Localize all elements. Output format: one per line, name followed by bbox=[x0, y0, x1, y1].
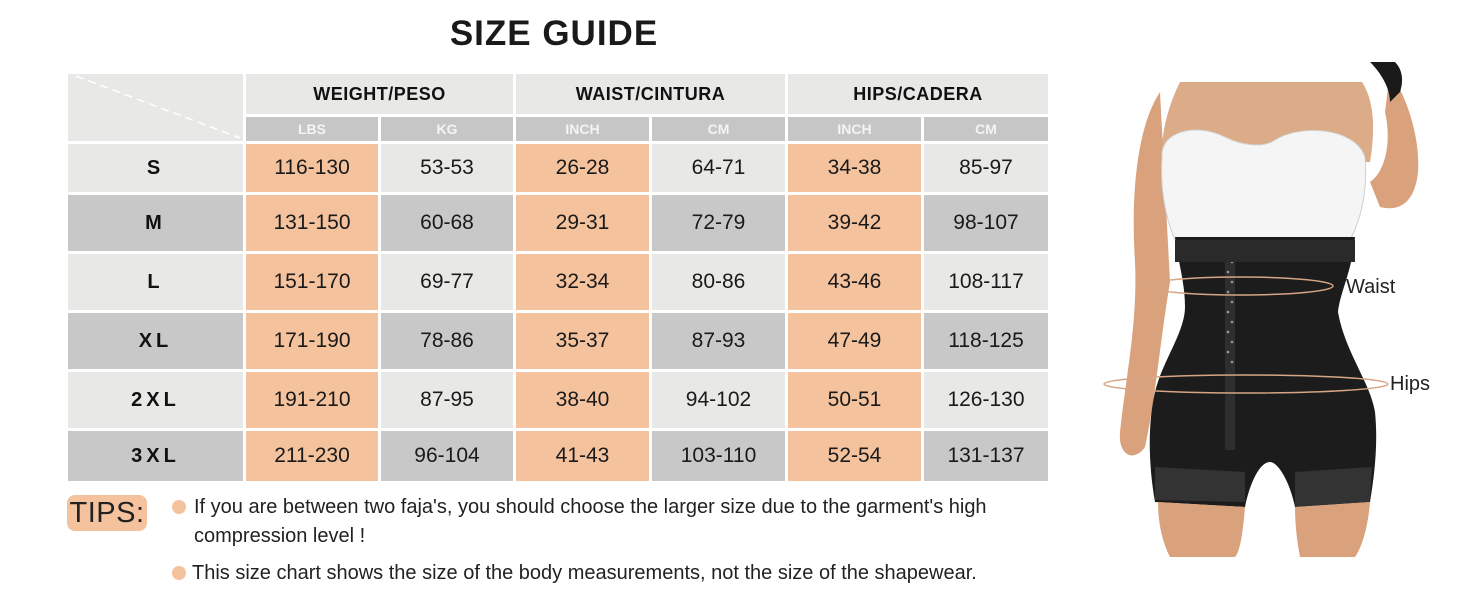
cell-waist-cm: 64-71 bbox=[652, 144, 785, 192]
waist-label: Waist bbox=[1346, 276, 1396, 298]
size-label: 2XL bbox=[68, 372, 243, 428]
cell-waist-inch: 38-40 bbox=[516, 372, 649, 428]
cell-kg: 60-68 bbox=[381, 195, 513, 251]
cell-hips-inch: 52-54 bbox=[788, 431, 921, 481]
diagonal-divider-icon bbox=[75, 75, 241, 139]
unit-waist-cm: CM bbox=[652, 117, 785, 141]
cell-hips-cm: 108-117 bbox=[924, 254, 1048, 310]
size-label: L bbox=[68, 254, 243, 310]
bullet-dot-icon bbox=[172, 500, 186, 514]
size-label: M bbox=[68, 195, 243, 251]
cell-waist-cm: 87-93 bbox=[652, 313, 785, 369]
tip-item: If you are between two faja's, you shoul… bbox=[172, 493, 1052, 551]
shapewear-model-icon bbox=[1103, 62, 1419, 557]
cell-lbs: 116-130 bbox=[246, 144, 378, 192]
header-hips: HIPS/CADERA bbox=[788, 74, 1048, 114]
unit-lbs: LBS bbox=[246, 117, 378, 141]
tip-text: If you are between two faja's, you shoul… bbox=[194, 496, 987, 547]
cell-waist-inch: 41-43 bbox=[516, 431, 649, 481]
bullet-dot-icon bbox=[172, 566, 186, 580]
size-table: WEIGHT/PESO WAIST/CINTURA HIPS/CADERA LB… bbox=[68, 74, 1048, 481]
size-label: 3XL bbox=[68, 431, 243, 481]
cell-waist-cm: 94-102 bbox=[652, 372, 785, 428]
header-waist: WAIST/CINTURA bbox=[516, 74, 785, 114]
cell-waist-cm: 103-110 bbox=[652, 431, 785, 481]
cell-lbs: 151-170 bbox=[246, 254, 378, 310]
cell-kg: 87-95 bbox=[381, 372, 513, 428]
cell-waist-inch: 26-28 bbox=[516, 144, 649, 192]
cell-waist-cm: 72-79 bbox=[652, 195, 785, 251]
header-weight: WEIGHT/PESO bbox=[246, 74, 513, 114]
cell-hips-cm: 118-125 bbox=[924, 313, 1048, 369]
cell-hips-inch: 50-51 bbox=[788, 372, 921, 428]
unit-waist-inch: INCH bbox=[516, 117, 649, 141]
size-label: XL bbox=[68, 313, 243, 369]
cell-waist-inch: 29-31 bbox=[516, 195, 649, 251]
unit-hips-cm: CM bbox=[924, 117, 1048, 141]
page-title: SIZE GUIDE bbox=[449, 14, 659, 53]
cell-hips-inch: 34-38 bbox=[788, 144, 921, 192]
cell-waist-inch: 32-34 bbox=[516, 254, 649, 310]
cell-hips-cm: 85-97 bbox=[924, 144, 1048, 192]
unit-kg: KG bbox=[381, 117, 513, 141]
cell-kg: 96-104 bbox=[381, 431, 513, 481]
cell-hips-inch: 39-42 bbox=[788, 195, 921, 251]
cell-lbs: 171-190 bbox=[246, 313, 378, 369]
cell-waist-cm: 80-86 bbox=[652, 254, 785, 310]
cell-hips-inch: 43-46 bbox=[788, 254, 921, 310]
cell-hips-cm: 126-130 bbox=[924, 372, 1048, 428]
cell-lbs: 191-210 bbox=[246, 372, 378, 428]
tip-item: This size chart shows the size of the bo… bbox=[172, 559, 1072, 588]
cell-kg: 78-86 bbox=[381, 313, 513, 369]
cell-kg: 69-77 bbox=[381, 254, 513, 310]
table-corner bbox=[68, 74, 243, 141]
cell-hips-cm: 98-107 bbox=[924, 195, 1048, 251]
cell-lbs: 131-150 bbox=[246, 195, 378, 251]
tip-text: This size chart shows the size of the bo… bbox=[192, 562, 977, 584]
cell-lbs: 211-230 bbox=[246, 431, 378, 481]
tips-badge: TIPS: bbox=[67, 495, 147, 531]
model-figure bbox=[1100, 62, 1440, 557]
cell-hips-cm: 131-137 bbox=[924, 431, 1048, 481]
cell-kg: 53-53 bbox=[381, 144, 513, 192]
unit-hips-inch: INCH bbox=[788, 117, 921, 141]
cell-waist-inch: 35-37 bbox=[516, 313, 649, 369]
cell-hips-inch: 47-49 bbox=[788, 313, 921, 369]
hips-label: Hips bbox=[1390, 373, 1431, 395]
size-label: S bbox=[68, 144, 243, 192]
